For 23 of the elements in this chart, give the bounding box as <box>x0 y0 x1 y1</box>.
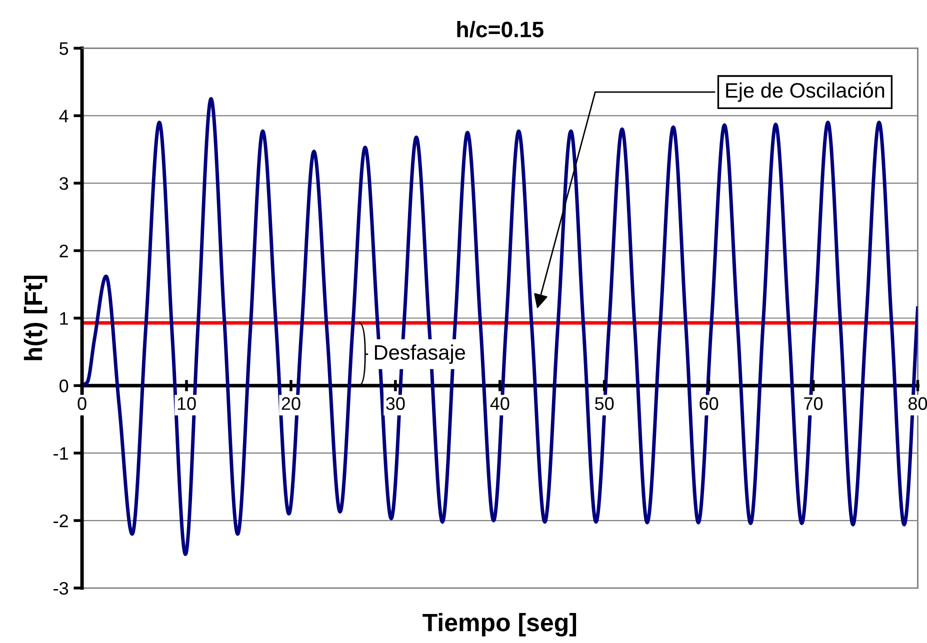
x-tick-label: 80 <box>908 397 927 410</box>
x-tick-label: 0 <box>78 397 86 410</box>
x-tick-label: 20 <box>282 397 300 410</box>
chart-title: h/c=0.15 <box>457 21 544 38</box>
y-tick-label: 0 <box>60 380 68 392</box>
y-tick-label: -1 <box>54 447 68 460</box>
y-tick-label: 2 <box>60 244 68 258</box>
y-tick-label: 5 <box>60 42 68 55</box>
x-tick-label: 60 <box>700 397 718 410</box>
y-tick-label: 4 <box>59 110 68 122</box>
annotation: Eje de Oscilación <box>726 82 884 102</box>
y-tick-label: -2 <box>54 514 68 528</box>
x-tick-label: 70 <box>804 397 823 410</box>
annotation: Desfasaje <box>374 344 465 364</box>
x-tick-label: 30 <box>386 397 405 410</box>
x-tick-label: 50 <box>595 397 614 410</box>
y-axis-title: h(t) [Ft] <box>24 276 48 360</box>
x-tick-label: 40 <box>490 397 510 410</box>
y-tick-label: -3 <box>54 582 68 595</box>
x-tick-label: 10 <box>178 397 196 410</box>
x-axis-title: Tiempo [seg] <box>422 613 576 636</box>
y-tick-label: 3 <box>59 177 68 190</box>
y-tick-label: 1 <box>60 312 68 325</box>
